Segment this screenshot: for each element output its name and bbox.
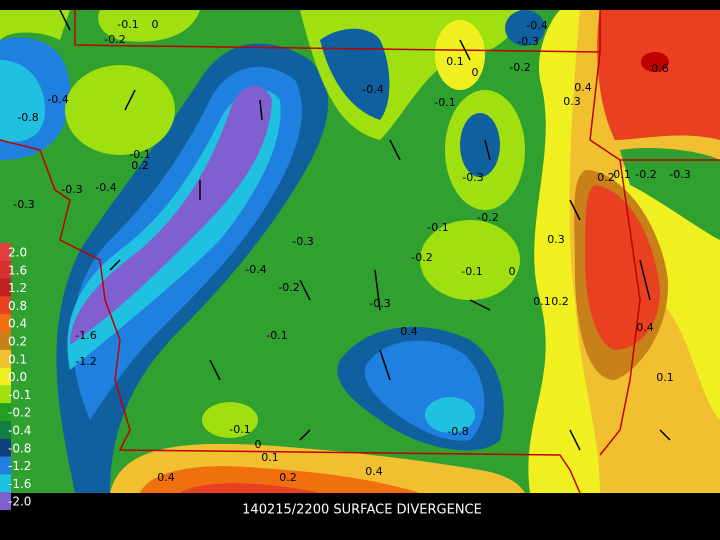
legend-swatch: [0, 456, 11, 475]
legend-swatch: [0, 438, 11, 457]
contour-label: -0.2: [278, 281, 299, 294]
legend-label: -1.2: [8, 459, 31, 473]
contour-label: -0.2: [635, 168, 656, 181]
contour-label: 0.1: [613, 168, 631, 181]
contour-label: -0.3: [61, 183, 82, 196]
legend-label: -2.0: [8, 495, 31, 509]
legend-swatch: [0, 385, 11, 404]
legend-swatch: [0, 403, 11, 421]
legend-swatch: [0, 367, 11, 386]
wind-barbs: [59, 9, 671, 451]
legend-swatch: [0, 421, 11, 439]
contour-label: 0.4: [636, 321, 654, 334]
contour-label: 0.3: [563, 95, 581, 108]
contour-label: -0.1: [229, 423, 250, 436]
legend-label: 1.2: [8, 281, 27, 295]
legend-swatch: [0, 349, 11, 368]
legend-label: 0.0: [8, 370, 27, 384]
legend-label: -0.4: [8, 424, 31, 438]
contour-label: -0.2: [104, 33, 125, 46]
contour-label: 0.1: [446, 55, 464, 68]
map-title: 140215/2200 SURFACE DIVERGENCE: [242, 503, 482, 518]
contour-label: -0.3: [669, 168, 690, 181]
contour-label: 0.2: [279, 471, 297, 484]
legend-swatch: [0, 314, 11, 332]
legend-label: 2.0: [8, 246, 27, 260]
legend-label: 0.4: [8, 317, 27, 331]
legend-label: -0.8: [8, 441, 31, 455]
contour-label: -0.1: [129, 148, 150, 161]
contour-label: 0.6: [651, 62, 669, 75]
contour-label: 0.2: [551, 295, 569, 308]
legend: 2.0 1.6 1.2 0.8 0.4 0.2 0.1 0.0 -0.1 -0.2 -0.4 -0.8…: [0, 243, 31, 510]
contour-label: -0.1: [117, 18, 138, 31]
contour-label: -0.1: [434, 96, 455, 109]
contour-label: -0.4: [47, 93, 68, 106]
contour-label: 0.4: [365, 465, 383, 478]
contour-labels: -0.1 0-0.2-0.4-0.30.10 -0.2 0.60.40.3-0.4-0…: [13, 18, 690, 484]
contour-label: -0.2: [411, 251, 432, 264]
legend-label: -0.1: [8, 388, 31, 402]
contour-label: -0.4: [95, 181, 116, 194]
contour-label: -0.8: [17, 111, 38, 124]
contour-label: -0.8: [447, 425, 468, 438]
legend-label: 1.6: [8, 263, 27, 277]
contour-label: -0.3: [13, 198, 34, 211]
contour-label: 0.4: [157, 471, 175, 484]
contour-label: -0.1: [427, 221, 448, 234]
contour-label: 0.3: [547, 233, 565, 246]
contour-label: -0.2: [509, 61, 530, 74]
contour-label: 0.1: [656, 371, 674, 384]
contour-label: -0.3: [517, 35, 538, 48]
contour-label: -0.4: [526, 19, 547, 32]
legend-label: -1.6: [8, 477, 31, 491]
legend-swatch: [0, 296, 11, 315]
contour-label: 0: [509, 265, 516, 278]
contour-label: 0: [152, 18, 159, 31]
contour-label: 0.4: [400, 325, 418, 338]
contour-label: -0.1: [461, 265, 482, 278]
contour-label: -0.1: [266, 329, 287, 342]
contour-label: -0.4: [245, 263, 266, 276]
contour-label: 0.1: [533, 295, 551, 308]
contour-label: 0: [255, 438, 262, 451]
contour-label: 0.1: [261, 451, 279, 464]
legend-label: -0.2: [8, 406, 31, 420]
contour-label: -1.6: [75, 329, 96, 342]
contour-label: 0.2: [597, 171, 615, 184]
legend-swatch: [0, 243, 11, 261]
legend-swatch: [0, 492, 11, 510]
contour-label: -1.2: [75, 355, 96, 368]
legend-swatch: [0, 278, 11, 297]
contour-label: -0.3: [292, 235, 313, 248]
contour-label: -0.4: [362, 83, 383, 96]
contour-label: -0.2: [477, 211, 498, 224]
contour-label: -0.3: [369, 297, 390, 310]
legend-label: 0.8: [8, 299, 27, 313]
contour-label: 0: [472, 66, 479, 79]
legend-label: 0.2: [8, 335, 27, 349]
contour-label: 0.2: [131, 159, 149, 172]
contour-label: -0.3: [462, 171, 483, 184]
contour-label: 0.4: [574, 81, 592, 94]
state-boundaries: [0, 10, 720, 494]
legend-label: 0.1: [8, 352, 27, 366]
legend-swatch: [0, 260, 11, 279]
legend-swatch: [0, 332, 11, 350]
legend-swatch: [0, 474, 11, 493]
contour-fill: [0, 10, 720, 493]
